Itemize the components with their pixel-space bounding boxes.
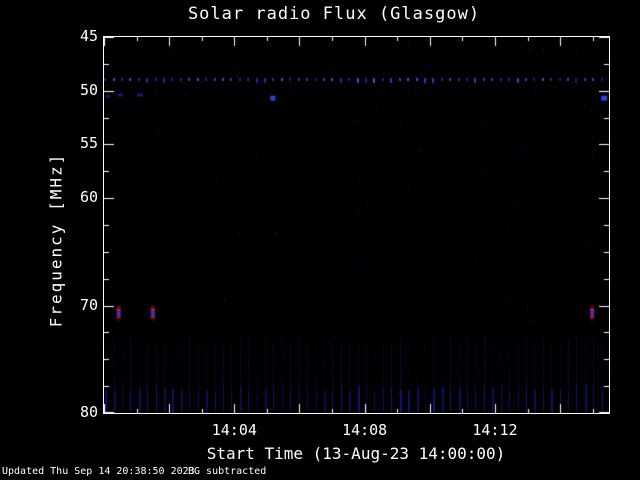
- y-tick-label: 50: [79, 80, 98, 99]
- y-tick-label: 55: [79, 134, 98, 153]
- y-tick-label: 80: [79, 403, 98, 421]
- x-tick-label: 14:12: [472, 421, 518, 439]
- plot-area: [103, 36, 610, 414]
- y-tick-label: 45: [79, 27, 98, 45]
- x-tick-label: 14:04: [211, 421, 257, 439]
- spectrogram-canvas: [104, 37, 609, 413]
- y-tick-label: 60: [79, 188, 98, 207]
- y-axis-title: Frequency [MHz]: [46, 152, 66, 328]
- status-bg-subtracted-text: BG subtracted: [188, 466, 267, 477]
- x-tick-label: 14:08: [342, 421, 388, 439]
- chart-title: Solar radio Flux (Glasgow): [187, 4, 481, 24]
- x-axis-title: Start Time (13-Aug-23 14:00:00): [206, 444, 506, 463]
- y-tick-label: 70: [79, 295, 98, 314]
- status-updated-text: Updated Thu Sep 14 20:38:50 2023: [2, 466, 195, 477]
